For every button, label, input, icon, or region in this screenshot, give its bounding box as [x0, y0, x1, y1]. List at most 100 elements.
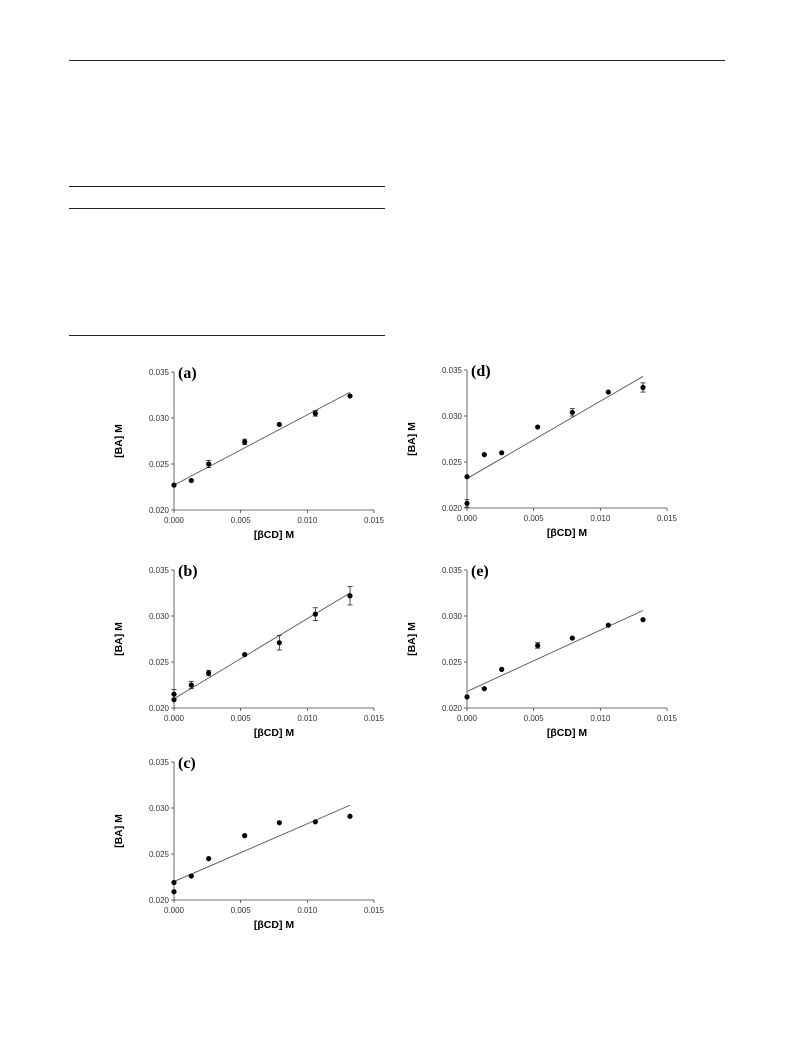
- fit-line: [466, 610, 644, 692]
- data-point: [276, 820, 282, 826]
- data-point: [206, 461, 212, 467]
- data-point: [171, 889, 177, 895]
- y-axis-label: [BA] M: [113, 424, 125, 458]
- x-tick-label: 0.005: [231, 906, 252, 915]
- x-tick-label: 0.010: [297, 516, 318, 525]
- fit-line: [173, 804, 351, 883]
- x-axis-label: [βCD] M: [547, 727, 587, 739]
- data-point: [206, 856, 212, 862]
- x-tick-label: 0.005: [524, 714, 545, 723]
- data-point: [640, 384, 646, 391]
- y-tick-label: 0.020: [149, 506, 170, 515]
- data-point: [347, 813, 353, 819]
- panel-label: (c): [178, 755, 196, 772]
- y-tick-label: 0.030: [149, 414, 170, 423]
- y-axis-label: [BA] M: [113, 814, 125, 848]
- y-tick-label: 0.030: [442, 412, 463, 421]
- header-rule: [69, 60, 725, 62]
- chart-svg: 0.000 0.005 0.010 0.015 0.020 0.025 0.030 0.035…: [113, 563, 385, 739]
- y-tick-label: 0.025: [442, 658, 463, 667]
- y-tick-label: 0.030: [149, 612, 170, 621]
- chart-panel-a: 0.000 0.005 0.010 0.015 0.020 0.025 0.030 0.035…: [104, 360, 404, 555]
- chart-panel-e: 0.000 0.005 0.010 0.015 0.020 0.025 0.030 0.035…: [397, 558, 697, 753]
- y-axis-label: [BA] M: [406, 422, 418, 456]
- y-tick-label: 0.020: [149, 896, 170, 905]
- data-point: [499, 666, 505, 672]
- data-point: [242, 652, 248, 658]
- y-tick-label: 0.020: [149, 704, 170, 713]
- panel-label: (d): [471, 363, 491, 380]
- data-point: [535, 424, 541, 430]
- x-tick-label: 0.005: [231, 516, 252, 525]
- y-axis-label: [BA] M: [406, 622, 418, 656]
- data-point: [569, 409, 575, 415]
- y-tick-label: 0.025: [149, 850, 170, 859]
- data-point: [188, 477, 194, 484]
- x-tick-label: 0.015: [657, 514, 678, 523]
- data-point: [276, 640, 282, 646]
- x-tick-label: 0.010: [590, 714, 611, 723]
- data-point: [569, 635, 575, 641]
- x-tick-label: 0.000: [164, 714, 185, 723]
- data-point: [535, 642, 541, 649]
- data-point: [499, 450, 505, 456]
- fit-line: [173, 592, 351, 700]
- x-tick-label: 0.010: [297, 906, 318, 915]
- data-point: [242, 833, 248, 839]
- data-point: [188, 682, 194, 688]
- data-point: [312, 611, 318, 617]
- y-tick-label: 0.035: [149, 758, 170, 767]
- x-axis-label: [βCD] M: [547, 527, 587, 539]
- data-point: [171, 691, 177, 697]
- y-tick-label: 0.030: [442, 612, 463, 621]
- data-point: [171, 482, 177, 488]
- y-axis-label: [BA] M: [113, 622, 125, 656]
- fit-line: [466, 376, 644, 479]
- data-point: [605, 389, 611, 395]
- x-tick-label: 0.015: [364, 516, 385, 525]
- x-axis-label: [βCD] M: [254, 529, 294, 541]
- data-point: [276, 421, 282, 428]
- y-tick-label: 0.030: [149, 804, 170, 813]
- data-point: [347, 393, 353, 399]
- y-tick-label: 0.025: [149, 658, 170, 667]
- y-tick-label: 0.035: [442, 366, 463, 375]
- x-tick-label: 0.005: [524, 514, 545, 523]
- data-point: [206, 670, 212, 676]
- x-tick-label: 0.015: [657, 714, 678, 723]
- x-tick-label: 0.000: [164, 516, 185, 525]
- y-tick-label: 0.025: [149, 460, 170, 469]
- data-point: [464, 500, 470, 506]
- y-tick-label: 0.025: [442, 458, 463, 467]
- data-point: [481, 686, 487, 692]
- panel-label: (e): [471, 563, 489, 580]
- x-tick-label: 0.000: [164, 906, 185, 915]
- y-tick-label: 0.035: [442, 566, 463, 575]
- x-tick-label: 0.015: [364, 906, 385, 915]
- panel-label: (b): [178, 563, 198, 580]
- y-tick-label: 0.035: [149, 566, 170, 575]
- data-point: [312, 410, 318, 416]
- chart-panel-d: 0.000 0.005 0.010 0.015 0.020 0.025 0.030 0.035…: [397, 358, 697, 553]
- x-tick-label: 0.005: [231, 714, 252, 723]
- panel-label: (a): [178, 365, 197, 382]
- data-point: [640, 617, 646, 623]
- x-tick-label: 0.000: [457, 514, 478, 523]
- x-axis-label: [βCD] M: [254, 727, 294, 739]
- data-point: [481, 452, 487, 458]
- fit-line: [173, 391, 351, 486]
- table-top-rule: [69, 186, 385, 187]
- data-point: [347, 593, 353, 599]
- y-tick-label: 0.035: [149, 368, 170, 377]
- data-point: [188, 873, 194, 879]
- data-point: [242, 439, 248, 445]
- table-bottom-rule: [69, 335, 385, 336]
- data-point: [171, 879, 177, 886]
- chart-svg: 0.000 0.005 0.010 0.015 0.020 0.025 0.030 0.035…: [113, 755, 385, 931]
- y-tick-label: 0.020: [442, 704, 463, 713]
- chart-svg: 0.000 0.005 0.010 0.015 0.020 0.025 0.030 0.035…: [406, 363, 678, 539]
- table-header-rule: [69, 208, 385, 210]
- data-point: [464, 694, 470, 700]
- data-point: [605, 622, 611, 628]
- chart-svg: 0.000 0.005 0.010 0.015 0.020 0.025 0.030 0.035…: [406, 563, 678, 739]
